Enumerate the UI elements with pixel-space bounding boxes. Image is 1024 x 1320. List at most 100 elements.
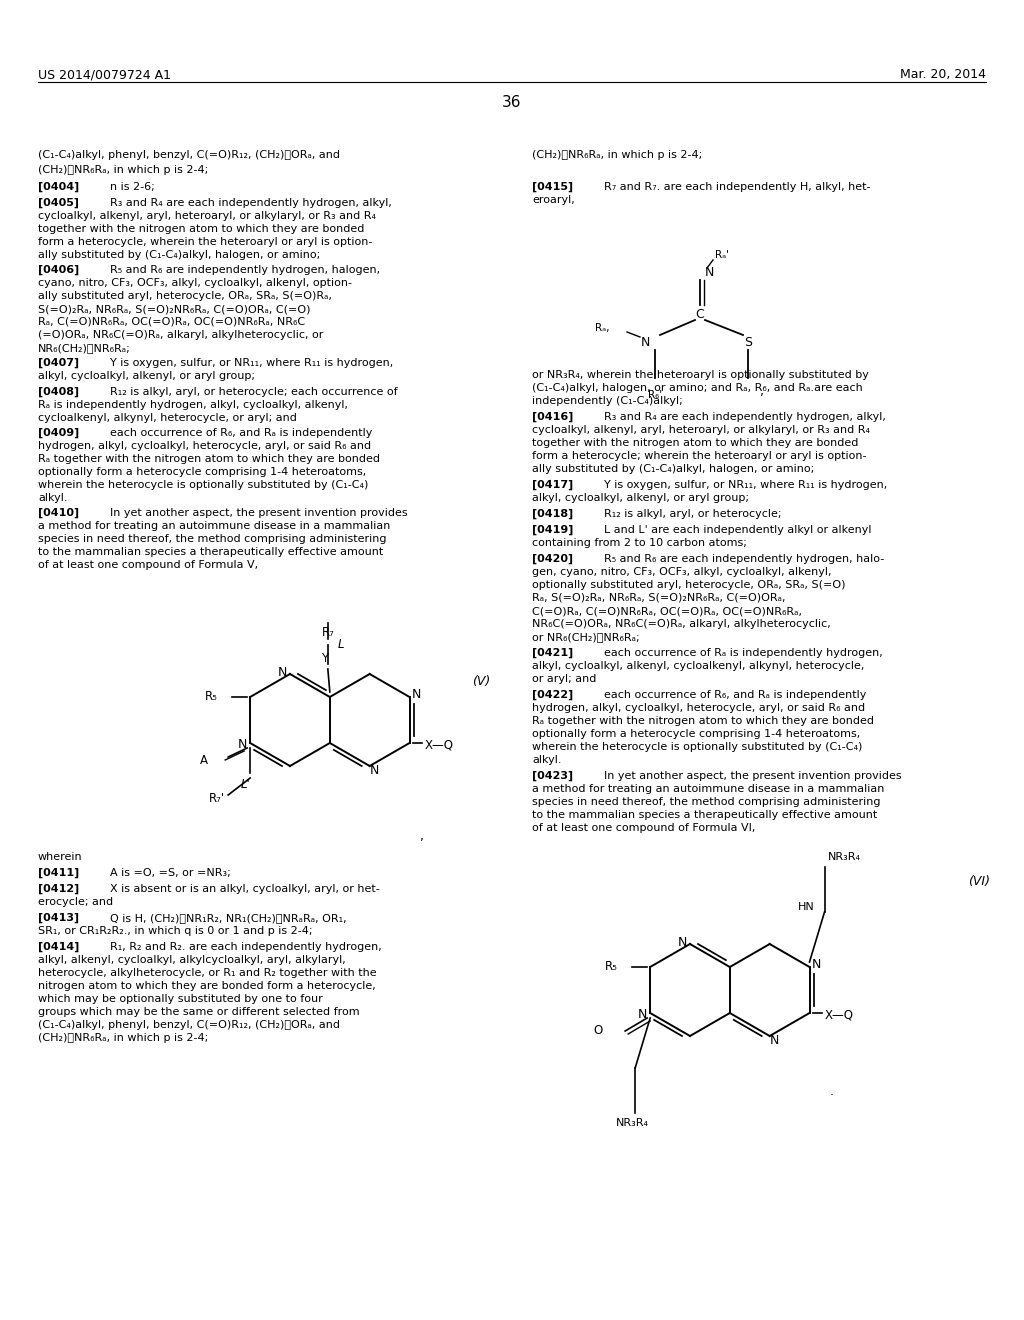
Text: N: N	[638, 1008, 647, 1022]
Text: cycloalkyl, alkenyl, aryl, heteroaryl, or alkylaryl, or R₃ and R₄: cycloalkyl, alkenyl, aryl, heteroaryl, o…	[38, 211, 376, 220]
Text: or NR₃R₄, wherein the heteroaryl is optionally substituted by: or NR₃R₄, wherein the heteroaryl is opti…	[532, 370, 869, 380]
Text: hydrogen, alkyl, cycloalkyl, heterocycle, aryl, or said R₆ and: hydrogen, alkyl, cycloalkyl, heterocycle…	[532, 704, 865, 713]
Text: ally substituted by (C₁-C₄)alkyl, halogen, or amino;: ally substituted by (C₁-C₄)alkyl, haloge…	[38, 249, 321, 260]
Text: independently (C₁-C₄)alkyl;: independently (C₁-C₄)alkyl;	[532, 396, 683, 407]
Text: [0410]: [0410]	[38, 508, 79, 519]
Text: R₆': R₆'	[648, 389, 663, 400]
Text: eroaryl,: eroaryl,	[532, 195, 574, 205]
Text: R₇': R₇'	[209, 792, 225, 804]
Text: L': L'	[241, 779, 250, 792]
Text: R₁₂ is alkyl, aryl, or heterocycle;: R₁₂ is alkyl, aryl, or heterocycle;	[604, 510, 781, 519]
Text: (V): (V)	[472, 675, 490, 688]
Text: n is 2-6;: n is 2-6;	[110, 182, 155, 191]
Text: [0409]: [0409]	[38, 428, 79, 438]
Text: ,: ,	[760, 385, 764, 399]
Text: Q is H, (CH₂)₝NR₁R₂, NR₁(CH₂)₝NRₐRₐ, OR₁,: Q is H, (CH₂)₝NR₁R₂, NR₁(CH₂)₝NRₐRₐ, OR₁…	[110, 913, 347, 923]
Text: In yet another aspect, the present invention provides: In yet another aspect, the present inven…	[110, 508, 408, 517]
Text: [0414]: [0414]	[38, 942, 80, 952]
Text: NR₆C(=O)ORₐ, NR₆C(=O)Rₐ, alkaryl, alkylheterocyclic,: NR₆C(=O)ORₐ, NR₆C(=O)Rₐ, alkaryl, alkylh…	[532, 619, 830, 630]
Text: A: A	[200, 755, 208, 767]
Text: S: S	[744, 335, 752, 348]
Text: R₇: R₇	[322, 626, 334, 639]
Text: alkyl, alkenyl, cycloalkyl, alkylcycloalkyl, aryl, alkylaryl,: alkyl, alkenyl, cycloalkyl, alkylcycloal…	[38, 954, 346, 965]
Text: .: .	[830, 1085, 834, 1098]
Text: (C₁-C₄)alkyl, phenyl, benzyl, C(=O)R₁₂, (CH₂)₝ORₐ, and: (C₁-C₄)alkyl, phenyl, benzyl, C(=O)R₁₂, …	[38, 150, 340, 160]
Text: S(=O)₂Rₐ, NR₆Rₐ, S(=O)₂NR₆Rₐ, C(=O)ORₐ, C(=O): S(=O)₂Rₐ, NR₆Rₐ, S(=O)₂NR₆Rₐ, C(=O)ORₐ, …	[38, 304, 310, 314]
Text: or aryl; and: or aryl; and	[532, 675, 596, 684]
Text: containing from 2 to 10 carbon atoms;: containing from 2 to 10 carbon atoms;	[532, 539, 746, 548]
Text: a method for treating an autoimmune disease in a mammalian: a method for treating an autoimmune dise…	[38, 521, 390, 531]
Text: to the mammalian species a therapeutically effective amount: to the mammalian species a therapeutical…	[38, 546, 383, 557]
Text: N: N	[677, 936, 687, 949]
Text: species in need thereof, the method comprising administering: species in need thereof, the method comp…	[38, 535, 386, 544]
Text: Rₐ, C(=O)NR₆Rₐ, OC(=O)Rₐ, OC(=O)NR₆Rₐ, NR₆C: Rₐ, C(=O)NR₆Rₐ, OC(=O)Rₐ, OC(=O)NR₆Rₐ, N…	[38, 317, 305, 327]
Text: HN: HN	[798, 902, 814, 912]
Text: (CH₂)₝NR₆Rₐ, in which p is 2-4;: (CH₂)₝NR₆Rₐ, in which p is 2-4;	[532, 150, 702, 160]
Text: cycloalkenyl, alkynyl, heterocycle, or aryl; and: cycloalkenyl, alkynyl, heterocycle, or a…	[38, 413, 297, 422]
Text: X—Q: X—Q	[824, 1008, 854, 1022]
Text: of at least one compound of Formula V,: of at least one compound of Formula V,	[38, 560, 258, 570]
Text: Rₐ,: Rₐ,	[596, 323, 610, 333]
Text: US 2014/0079724 A1: US 2014/0079724 A1	[38, 69, 171, 81]
Text: [0412]: [0412]	[38, 884, 79, 894]
Text: ,: ,	[420, 830, 424, 843]
Text: [0418]: [0418]	[532, 510, 573, 519]
Text: each occurrence of R₆, and Rₐ is independently: each occurrence of R₆, and Rₐ is indepen…	[604, 690, 866, 700]
Text: Rₐ is independently hydrogen, alkyl, cycloalkyl, alkenyl,: Rₐ is independently hydrogen, alkyl, cyc…	[38, 400, 348, 411]
Text: N: N	[370, 763, 379, 776]
Text: R₁₂ is alkyl, aryl, or heterocycle; each occurrence of: R₁₂ is alkyl, aryl, or heterocycle; each…	[110, 387, 397, 397]
Text: each occurrence of Rₐ is independently hydrogen,: each occurrence of Rₐ is independently h…	[604, 648, 883, 657]
Text: alkyl, cycloalkyl, alkenyl, or aryl group;: alkyl, cycloalkyl, alkenyl, or aryl grou…	[532, 492, 749, 503]
Text: X is absent or is an alkyl, cycloalkyl, aryl, or het-: X is absent or is an alkyl, cycloalkyl, …	[110, 884, 380, 894]
Text: N: N	[641, 335, 650, 348]
Text: Rₐ': Rₐ'	[715, 249, 729, 260]
Text: alkyl.: alkyl.	[38, 492, 68, 503]
Text: [0406]: [0406]	[38, 265, 79, 276]
Text: Rₐ together with the nitrogen atom to which they are bonded: Rₐ together with the nitrogen atom to wh…	[532, 715, 874, 726]
Text: R₅ and R₆ are independently hydrogen, halogen,: R₅ and R₆ are independently hydrogen, ha…	[110, 265, 380, 275]
Text: (C₁-C₄)alkyl, phenyl, benzyl, C(=O)R₁₂, (CH₂)₝ORₐ, and: (C₁-C₄)alkyl, phenyl, benzyl, C(=O)R₁₂, …	[38, 1020, 340, 1030]
Text: (CH₂)₝NR₆Rₐ, in which p is 2-4;: (CH₂)₝NR₆Rₐ, in which p is 2-4;	[38, 1034, 208, 1043]
Text: 36: 36	[502, 95, 522, 110]
Text: In yet another aspect, the present invention provides: In yet another aspect, the present inven…	[604, 771, 901, 781]
Text: each occurrence of R₆, and Rₐ is independently: each occurrence of R₆, and Rₐ is indepen…	[110, 428, 373, 438]
Text: Y is oxygen, sulfur, or NR₁₁, where R₁₁ is hydrogen,: Y is oxygen, sulfur, or NR₁₁, where R₁₁ …	[110, 358, 393, 368]
Text: C: C	[695, 309, 705, 322]
Text: cycloalkyl, alkenyl, aryl, heteroaryl, or alkylaryl, or R₃ and R₄: cycloalkyl, alkenyl, aryl, heteroaryl, o…	[532, 425, 870, 436]
Text: of at least one compound of Formula VI,: of at least one compound of Formula VI,	[532, 822, 756, 833]
Text: gen, cyano, nitro, CF₃, OCF₃, alkyl, cycloalkyl, alkenyl,: gen, cyano, nitro, CF₃, OCF₃, alkyl, cyc…	[532, 568, 831, 577]
Text: together with the nitrogen atom to which they are bonded: together with the nitrogen atom to which…	[38, 224, 365, 234]
Text: NR₆(CH₂)₝NR₆Rₐ;: NR₆(CH₂)₝NR₆Rₐ;	[38, 343, 131, 352]
Text: A is =O, =S, or =NR₃;: A is =O, =S, or =NR₃;	[110, 869, 230, 878]
Text: [0419]: [0419]	[532, 525, 573, 536]
Text: NR₃R₄: NR₃R₄	[827, 851, 860, 862]
Text: Y is oxygen, sulfur, or NR₁₁, where R₁₁ is hydrogen,: Y is oxygen, sulfur, or NR₁₁, where R₁₁ …	[604, 480, 887, 490]
Text: species in need thereof, the method comprising administering: species in need thereof, the method comp…	[532, 797, 881, 807]
Text: nitrogen atom to which they are bonded form a heterocycle,: nitrogen atom to which they are bonded f…	[38, 981, 376, 991]
Text: (VI): (VI)	[968, 875, 990, 888]
Text: [0408]: [0408]	[38, 387, 79, 397]
Text: X—Q: X—Q	[425, 738, 454, 751]
Text: R₃ and R₄ are each independently hydrogen, alkyl,: R₃ and R₄ are each independently hydroge…	[110, 198, 392, 209]
Text: optionally form a heterocycle comprising 1-4 heteroatoms,: optionally form a heterocycle comprising…	[532, 729, 860, 739]
Text: groups which may be the same or different selected from: groups which may be the same or differen…	[38, 1007, 359, 1016]
Text: N: N	[238, 738, 247, 751]
Text: ally substituted aryl, heterocycle, ORₐ, SRₐ, S(=O)Rₐ,: ally substituted aryl, heterocycle, ORₐ,…	[38, 290, 332, 301]
Text: together with the nitrogen atom to which they are bonded: together with the nitrogen atom to which…	[532, 438, 858, 447]
Text: [0404]: [0404]	[38, 182, 79, 193]
Text: form a heterocycle, wherein the heteroaryl or aryl is option-: form a heterocycle, wherein the heteroar…	[38, 238, 373, 247]
Text: Rₐ together with the nitrogen atom to which they are bonded: Rₐ together with the nitrogen atom to wh…	[38, 454, 380, 465]
Text: [0422]: [0422]	[532, 690, 573, 701]
Text: (C₁-C₄)alkyl, halogen, or amino; and Rₐ, R₆, and Rₐ.are each: (C₁-C₄)alkyl, halogen, or amino; and Rₐ,…	[532, 383, 863, 393]
Text: [0407]: [0407]	[38, 358, 79, 368]
Text: or NR₆(CH₂)₝NR₆Rₐ;: or NR₆(CH₂)₝NR₆Rₐ;	[532, 632, 640, 642]
Text: O: O	[593, 1024, 602, 1038]
Text: alkyl.: alkyl.	[532, 755, 561, 766]
Text: wherein the heterocycle is optionally substituted by (C₁-C₄): wherein the heterocycle is optionally su…	[38, 480, 369, 490]
Text: N: N	[770, 1034, 779, 1047]
Text: [0423]: [0423]	[532, 771, 573, 781]
Text: [0421]: [0421]	[532, 648, 573, 659]
Text: R₅: R₅	[205, 690, 218, 704]
Text: Y: Y	[322, 652, 329, 665]
Text: N: N	[812, 958, 821, 972]
